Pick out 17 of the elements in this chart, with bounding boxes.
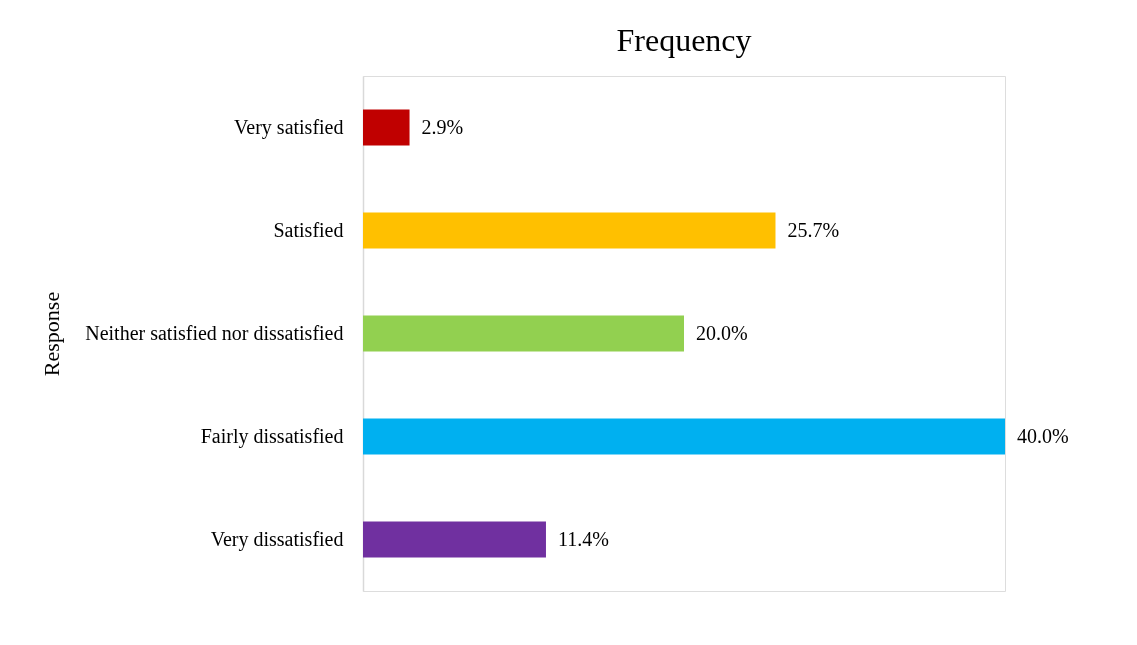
bar	[363, 212, 776, 249]
bar	[363, 521, 546, 558]
data-label: 11.4%	[557, 527, 609, 550]
y-tick-label: Fairly dissatisfied	[200, 424, 344, 448]
y-axis-title: Response	[38, 291, 64, 377]
data-label: 2.9%	[421, 115, 464, 138]
bar	[363, 315, 684, 352]
bar	[363, 418, 1005, 455]
data-label: 25.7%	[787, 218, 840, 241]
data-label: 40.0%	[1017, 424, 1069, 447]
bar	[363, 109, 410, 146]
y-tick-label: Satisfied	[273, 218, 344, 241]
y-tick-label: Very dissatisfied	[210, 527, 344, 551]
y-tick-label: Neither satisfied nor dissatisfied	[85, 321, 344, 344]
chart-title: Frequency	[616, 22, 752, 58]
y-tick-label: Very satisfied	[234, 115, 344, 139]
data-label: 20.0%	[696, 321, 748, 344]
